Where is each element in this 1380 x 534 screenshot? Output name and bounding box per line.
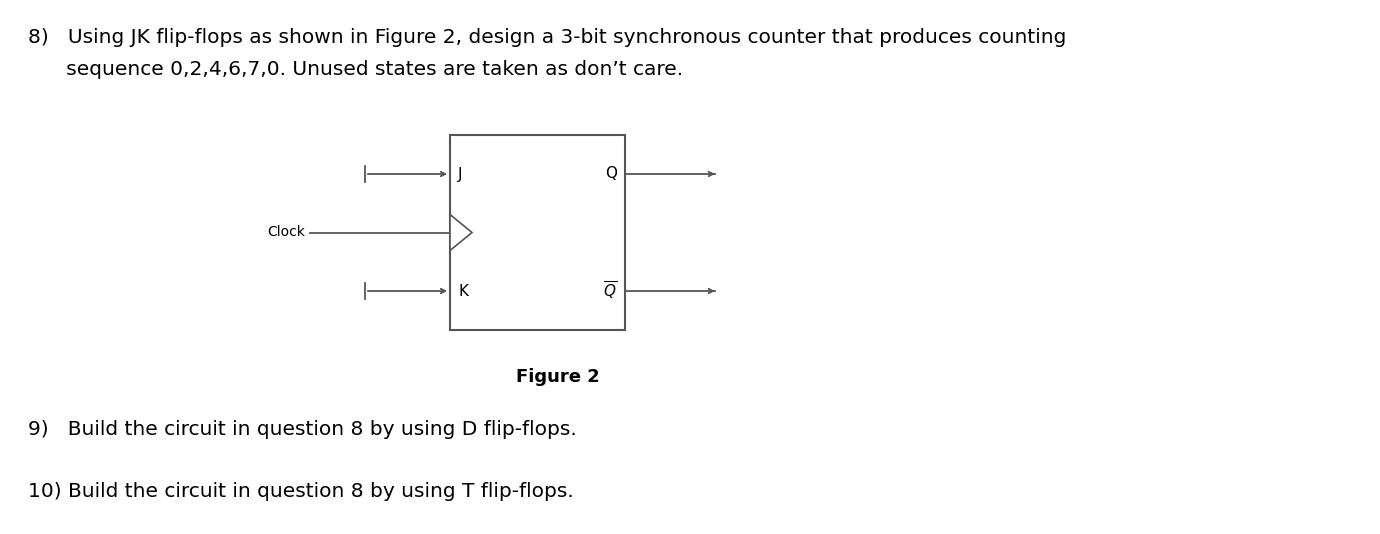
Text: sequence 0,2,4,6,7,0. Unused states are taken as don’t care.: sequence 0,2,4,6,7,0. Unused states are … [28,60,683,79]
Text: Clock: Clock [268,225,305,240]
Text: 9)   Build the circuit in question 8 by using D flip-flops.: 9) Build the circuit in question 8 by us… [28,420,577,439]
Bar [450,135,625,330]
Text: K: K [458,284,468,299]
Text: Q: Q [604,167,617,182]
Text: Figure 2: Figure 2 [516,368,599,386]
Text: 10) Build the circuit in question 8 by using T flip-flops.: 10) Build the circuit in question 8 by u… [28,482,574,501]
Text: J: J [458,167,462,182]
Text: 8)   Using JK flip-flops as shown in Figure 2, design a 3-bit synchronous counte: 8) Using JK flip-flops as shown in Figur… [28,28,1067,47]
Polygon shape [450,215,472,250]
Text: $\overline{Q}$: $\overline{Q}$ [603,280,617,302]
